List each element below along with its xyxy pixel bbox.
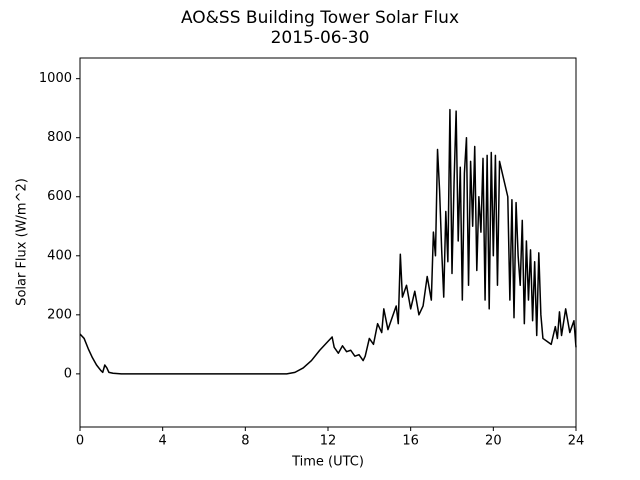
x-axis-label: Time (UTC): [291, 455, 364, 470]
plot-frame: [79, 57, 577, 428]
x-tick-label: 20: [485, 434, 502, 449]
y-tick-label: 400: [47, 248, 72, 263]
y-tick-label: 800: [47, 130, 72, 145]
x-tick-label: 4: [159, 434, 167, 449]
x-tick-label: 8: [241, 434, 249, 449]
y-axis-label: Solar Flux (W/m^2): [15, 178, 30, 306]
y-tick-label: 1000: [39, 71, 72, 86]
x-tick-label: 12: [320, 434, 337, 449]
y-tick-label: 0: [64, 366, 72, 381]
data-line: [79, 108, 577, 375]
x-tick-label: 0: [76, 434, 84, 449]
x-tick-label: 24: [568, 434, 585, 449]
chart-subtitle: 2015-06-30: [271, 28, 370, 48]
chart-title: AO&SS Building Tower Solar Flux: [181, 8, 459, 28]
y-tick-label: 200: [47, 307, 72, 322]
x-tick-label: 16: [402, 434, 419, 449]
y-tick-label: 600: [47, 189, 72, 204]
